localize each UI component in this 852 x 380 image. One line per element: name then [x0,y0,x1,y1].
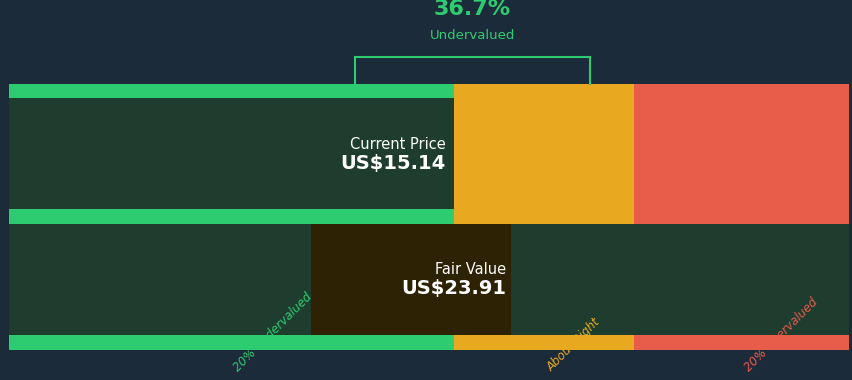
Bar [453,98,634,209]
Bar [453,335,634,350]
Bar [634,98,848,209]
Text: 20% Overvalued: 20% Overvalued [740,296,819,374]
Text: US$15.14: US$15.14 [340,154,445,173]
Bar [311,224,453,335]
Bar [634,224,848,335]
Bar [9,224,453,335]
Bar [9,98,453,209]
Bar [453,209,634,224]
Text: Current Price: Current Price [349,137,445,152]
Bar [453,84,634,98]
Bar [9,84,453,98]
Bar [453,224,634,335]
Bar [9,209,453,224]
Text: 36.7%: 36.7% [434,0,510,19]
Bar [634,84,848,98]
Bar [634,209,848,224]
Bar [9,224,848,335]
Text: About Right: About Right [544,315,602,374]
Bar [368,224,510,335]
Bar [9,98,453,209]
Bar [9,335,453,350]
Text: Undervalued: Undervalued [429,29,515,42]
Text: US$23.91: US$23.91 [401,280,506,299]
Text: 20% Undervalued: 20% Undervalued [231,290,314,374]
Bar [634,335,848,350]
Text: Fair Value: Fair Value [435,263,506,277]
